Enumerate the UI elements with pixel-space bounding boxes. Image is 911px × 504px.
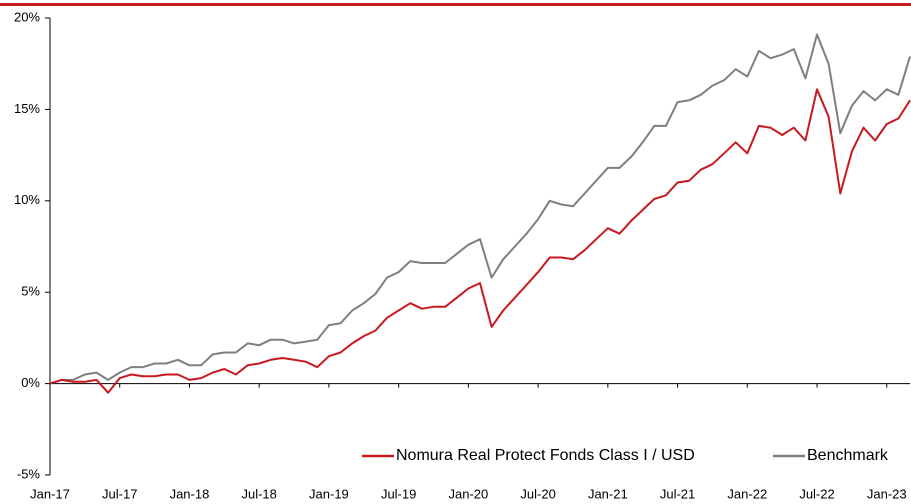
x-tick-label: Jan-23 (867, 486, 907, 501)
x-tick-label: Jan-19 (309, 486, 349, 501)
x-tick-label: Jan-20 (449, 486, 489, 501)
top-bar (0, 3, 911, 6)
x-tick-label: Jul-19 (381, 486, 416, 501)
y-tick-label: 15% (14, 101, 40, 116)
y-tick-label: -5% (17, 466, 41, 481)
y-tick-label: 0% (21, 375, 40, 390)
x-tick-label: Jan-21 (588, 486, 628, 501)
x-tick-label: Jul-17 (102, 486, 137, 501)
legend-label: Benchmark (807, 447, 889, 464)
series-line (49, 88, 911, 394)
legend-label: Nomura Real Protect Fonds Class I / USD (396, 447, 695, 464)
x-tick-label: Jul-20 (520, 486, 555, 501)
y-tick-label: 20% (14, 9, 40, 24)
x-tick-label: Jul-21 (660, 486, 695, 501)
x-tick-label: Jan-22 (727, 486, 767, 501)
y-tick-label: 5% (21, 284, 40, 299)
x-tick-label: Jul-22 (799, 486, 834, 501)
x-tick-label: Jul-18 (241, 486, 276, 501)
x-tick-label: Jan-18 (170, 486, 210, 501)
y-tick-label: 10% (14, 192, 40, 207)
series-line (49, 33, 911, 385)
x-tick-label: Jan-17 (30, 486, 70, 501)
